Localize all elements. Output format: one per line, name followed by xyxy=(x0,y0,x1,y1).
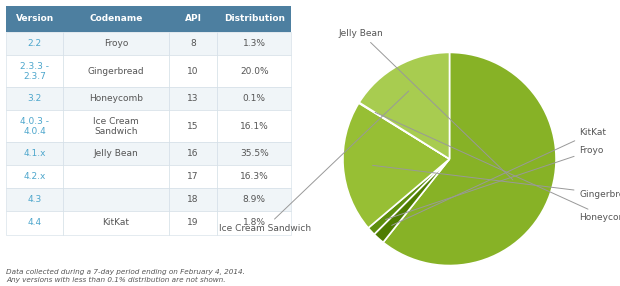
Text: API: API xyxy=(185,15,202,23)
Bar xyxy=(6,32,63,55)
Text: KitKat: KitKat xyxy=(102,219,130,227)
Bar xyxy=(169,32,217,55)
Bar xyxy=(63,87,169,110)
Bar xyxy=(169,6,217,32)
Text: Froyo: Froyo xyxy=(104,39,128,48)
Bar xyxy=(169,165,217,188)
Bar xyxy=(169,87,217,110)
Bar xyxy=(63,165,169,188)
Bar xyxy=(169,55,217,87)
Bar xyxy=(217,32,291,55)
Wedge shape xyxy=(359,102,450,159)
Text: Froyo: Froyo xyxy=(386,146,604,219)
Bar xyxy=(217,87,291,110)
Bar xyxy=(63,110,169,142)
Bar xyxy=(6,110,63,142)
Bar xyxy=(63,142,169,165)
Bar xyxy=(63,32,169,55)
Text: 8: 8 xyxy=(190,39,196,48)
Wedge shape xyxy=(374,159,450,242)
Text: 8.9%: 8.9% xyxy=(243,195,266,204)
Bar xyxy=(63,211,169,235)
Text: 16.3%: 16.3% xyxy=(240,172,268,181)
Bar xyxy=(6,142,63,165)
Bar xyxy=(169,188,217,211)
Text: Honeycomb: Honeycomb xyxy=(375,112,620,222)
Text: Version: Version xyxy=(16,15,54,23)
Bar xyxy=(217,6,291,32)
Text: 0.1%: 0.1% xyxy=(243,94,266,103)
Text: KitKat: KitKat xyxy=(392,128,606,225)
Wedge shape xyxy=(383,52,556,265)
Text: 16.1%: 16.1% xyxy=(240,122,268,131)
Text: 10: 10 xyxy=(187,67,199,76)
Text: 20.0%: 20.0% xyxy=(240,67,268,76)
Bar xyxy=(217,142,291,165)
Text: Distribution: Distribution xyxy=(224,15,285,23)
Text: 18: 18 xyxy=(187,195,199,204)
Bar xyxy=(169,211,217,235)
Text: 16: 16 xyxy=(187,149,199,158)
Text: Gingerbread: Gingerbread xyxy=(373,165,620,199)
Text: 17: 17 xyxy=(187,172,199,181)
Text: 4.4: 4.4 xyxy=(28,219,42,227)
Wedge shape xyxy=(343,103,450,228)
Bar xyxy=(6,188,63,211)
Bar xyxy=(169,110,217,142)
Bar xyxy=(217,188,291,211)
Text: 2.3.3 -
2.3.7: 2.3.3 - 2.3.7 xyxy=(20,62,49,81)
Bar xyxy=(217,165,291,188)
Bar xyxy=(6,6,63,32)
Bar xyxy=(6,165,63,188)
Text: Codename: Codename xyxy=(89,15,143,23)
Bar xyxy=(217,55,291,87)
Bar xyxy=(63,6,169,32)
Bar xyxy=(217,110,291,142)
Wedge shape xyxy=(359,52,450,159)
Text: Jelly Bean: Jelly Bean xyxy=(339,29,513,180)
Text: Data collected during a 7-day period ending on February 4, 2014.
Any versions wi: Data collected during a 7-day period end… xyxy=(6,269,245,283)
Bar xyxy=(6,87,63,110)
Text: 35.5%: 35.5% xyxy=(240,149,268,158)
Text: 4.3: 4.3 xyxy=(28,195,42,204)
Text: Ice Cream Sandwich: Ice Cream Sandwich xyxy=(219,91,409,233)
Text: Jelly Bean: Jelly Bean xyxy=(94,149,138,158)
Bar xyxy=(169,142,217,165)
Text: 4.0.3 -
4.0.4: 4.0.3 - 4.0.4 xyxy=(20,117,49,136)
Text: 15: 15 xyxy=(187,122,199,131)
Bar xyxy=(63,55,169,87)
Text: 4.1.x: 4.1.x xyxy=(24,149,46,158)
Bar xyxy=(6,55,63,87)
Text: 19: 19 xyxy=(187,219,199,227)
Bar xyxy=(217,211,291,235)
Text: 3.2: 3.2 xyxy=(28,94,42,103)
Text: Gingerbread: Gingerbread xyxy=(87,67,144,76)
Text: 1.3%: 1.3% xyxy=(243,39,266,48)
Text: Honeycomb: Honeycomb xyxy=(89,94,143,103)
Text: 13: 13 xyxy=(187,94,199,103)
Text: 4.2.x: 4.2.x xyxy=(24,172,46,181)
Text: 2.2: 2.2 xyxy=(28,39,42,48)
Text: Ice Cream
Sandwich: Ice Cream Sandwich xyxy=(93,117,139,136)
Text: 1.8%: 1.8% xyxy=(243,219,266,227)
Bar xyxy=(6,211,63,235)
Bar xyxy=(63,188,169,211)
Wedge shape xyxy=(368,159,450,234)
